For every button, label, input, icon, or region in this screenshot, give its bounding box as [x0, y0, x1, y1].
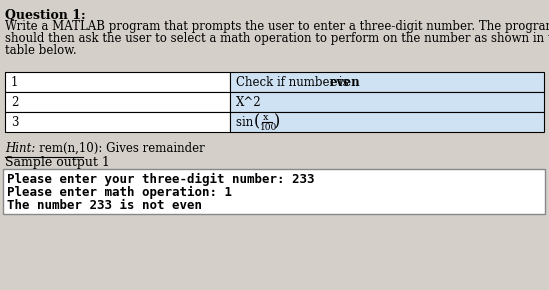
Text: sin: sin	[236, 115, 257, 128]
Text: table below.: table below.	[5, 44, 77, 57]
Text: Please enter your three-digit number: 233: Please enter your three-digit number: 23…	[7, 173, 315, 186]
Text: ): )	[274, 113, 280, 130]
Text: X^2: X^2	[236, 95, 262, 108]
Text: Check if number is: Check if number is	[236, 75, 352, 88]
Text: (: (	[254, 113, 260, 130]
FancyBboxPatch shape	[230, 72, 544, 92]
Text: Question 1:: Question 1:	[5, 9, 86, 22]
Text: 1: 1	[11, 75, 18, 88]
Text: Hint:: Hint:	[5, 142, 35, 155]
Text: Please enter math operation: 1: Please enter math operation: 1	[7, 186, 232, 199]
Text: 100: 100	[260, 122, 277, 131]
FancyBboxPatch shape	[230, 112, 544, 132]
FancyBboxPatch shape	[5, 72, 230, 92]
FancyBboxPatch shape	[5, 92, 230, 112]
FancyBboxPatch shape	[3, 169, 545, 214]
Text: Sample output 1: Sample output 1	[5, 156, 110, 169]
Text: should then ask the user to select a math operation to perform on the number as : should then ask the user to select a mat…	[5, 32, 549, 45]
Text: 3: 3	[11, 115, 19, 128]
Text: 2: 2	[11, 95, 18, 108]
Text: The number 233 is not even: The number 233 is not even	[7, 199, 202, 212]
Text: even: even	[330, 75, 361, 88]
FancyBboxPatch shape	[230, 92, 544, 112]
FancyBboxPatch shape	[5, 112, 230, 132]
Text: rem(n,10): Gives remainder: rem(n,10): Gives remainder	[28, 142, 205, 155]
Text: x: x	[263, 113, 268, 122]
Text: Write a MATLAB program that prompts the user to enter a three-digit number. The : Write a MATLAB program that prompts the …	[5, 20, 549, 33]
